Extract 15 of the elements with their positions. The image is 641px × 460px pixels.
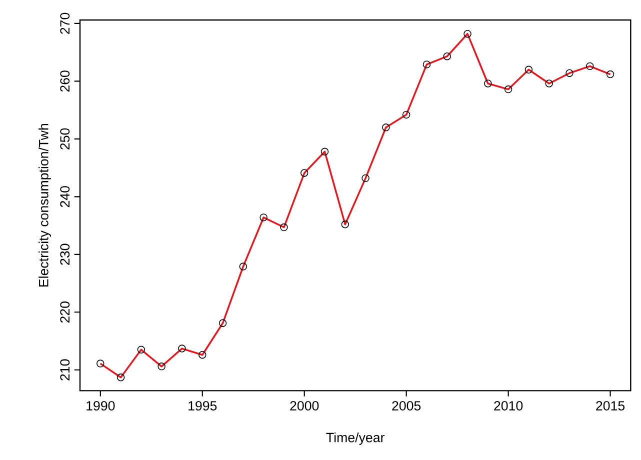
x-axis-title: Time/year xyxy=(326,432,385,445)
y-tick-label: 260 xyxy=(60,70,70,92)
x-tick-label: 1990 xyxy=(86,401,115,411)
y-tick-label: 240 xyxy=(60,186,70,208)
x-tick-label: 2015 xyxy=(596,401,625,411)
y-tick-label: 270 xyxy=(60,12,70,34)
x-tick-label: 2005 xyxy=(392,401,421,411)
y-tick-label: 210 xyxy=(60,359,70,380)
y-tick-label: 250 xyxy=(60,128,70,150)
y-tick-label: 220 xyxy=(60,302,70,323)
x-tick-label: 2010 xyxy=(494,401,523,411)
y-axis-title: Electricity consumption/Twh xyxy=(38,124,51,286)
y-tick-label: 230 xyxy=(60,244,70,265)
x-tick-label: 1995 xyxy=(188,401,217,411)
x-tick-label: 2000 xyxy=(290,401,319,411)
